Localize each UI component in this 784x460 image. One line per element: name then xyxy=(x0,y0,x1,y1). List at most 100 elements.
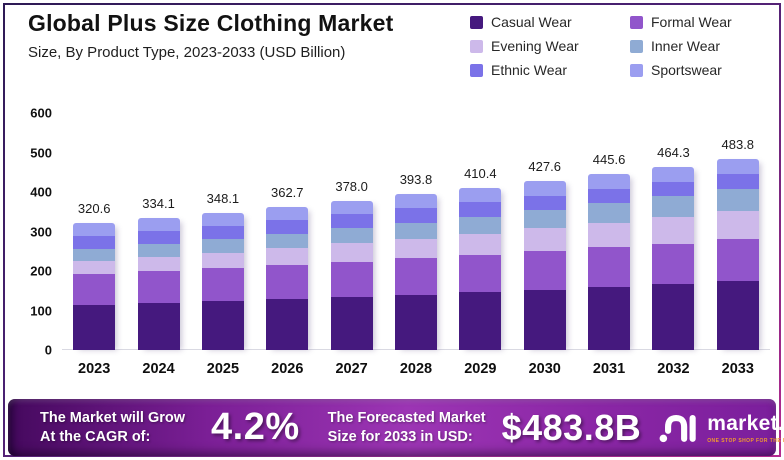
y-axis-tick-label: 600 xyxy=(30,105,52,121)
bar-segment-sportswear xyxy=(201,212,244,226)
legend-swatch-ethnic-wear xyxy=(470,63,483,77)
bar-segment-casual-wear xyxy=(523,289,566,350)
bar-segment-ethnic-wear xyxy=(523,195,566,211)
legend-item-sportswear: Sportswear xyxy=(630,62,768,78)
legend-item-evening-wear: Evening Wear xyxy=(470,38,622,54)
bar-segment-sportswear xyxy=(266,206,309,221)
title-block: Global Plus Size Clothing Market Size, B… xyxy=(28,10,394,78)
bar-segment-casual-wear xyxy=(652,284,695,350)
cagr-label-line2: At the CAGR of: xyxy=(40,428,151,445)
bar-segment-formal-wear xyxy=(201,268,244,302)
forecast-label: The Forecasted Market Size for 2033 in U… xyxy=(328,409,486,447)
bar-segment-evening-wear xyxy=(137,256,180,272)
legend: Casual Wear Formal Wear Evening Wear Inner … xyxy=(470,14,768,78)
bar-segment-formal-wear xyxy=(73,274,116,306)
bar-segment-formal-wear xyxy=(523,251,566,290)
bar-segment-inner-wear xyxy=(459,216,502,234)
bar-segment-inner-wear xyxy=(588,203,631,223)
bar-value-label: 464.3 xyxy=(657,144,690,160)
bar-value-label: 427.6 xyxy=(528,159,561,175)
bar-segment-sportswear xyxy=(137,218,180,231)
y-axis-tick-label: 100 xyxy=(30,303,52,318)
bar-segment-casual-wear xyxy=(330,296,373,350)
bar-segment-formal-wear xyxy=(394,258,437,295)
legend-swatch-sportswear xyxy=(630,63,643,77)
bar-segment-evening-wear xyxy=(266,248,309,266)
bar-2024 xyxy=(137,218,180,350)
bar-value-label: 393.8 xyxy=(399,172,433,188)
page-title: Global Plus Size Clothing Market xyxy=(28,10,394,36)
legend-item-casual-wear: Casual Wear xyxy=(470,14,622,30)
bar-2027 xyxy=(330,200,373,350)
cagr-label: The Market will Grow At the CAGR of: xyxy=(40,409,185,447)
bar-slot-2026: 362.7 xyxy=(255,113,319,350)
bar-slot-2024: 334.1 xyxy=(126,113,190,350)
bar-segment-sportswear xyxy=(716,158,759,175)
brand-text: market.us ONE STOP SHOP FOR THE REPORTS xyxy=(707,412,784,444)
bar-segment-sportswear xyxy=(330,200,373,215)
bar-2033 xyxy=(716,158,759,350)
bar-segment-inner-wear xyxy=(394,222,437,239)
bar-segment-ethnic-wear xyxy=(588,188,631,204)
bar-segment-formal-wear xyxy=(588,247,631,287)
brand-logo: market.us ONE STOP SHOP FOR THE REPORTS xyxy=(657,411,784,445)
y-axis-tick-label: 200 xyxy=(30,263,52,279)
bar-slot-2029: 410.4 xyxy=(448,113,512,350)
cagr-label-line1: The Market will Grow xyxy=(40,409,186,426)
bar-segment-ethnic-wear xyxy=(330,214,373,229)
bar-segment-formal-wear xyxy=(652,243,695,285)
legend-swatch-formal-wear xyxy=(630,15,643,29)
y-axis-tick-label: 500 xyxy=(30,145,52,160)
bar-value-label: 320.6 xyxy=(77,201,111,217)
header: Global Plus Size Clothing Market Size, B… xyxy=(28,10,768,78)
bar-slot-2032: 464.3 xyxy=(641,113,705,350)
bar-value-label: 483.8 xyxy=(721,136,755,152)
bar-segment-casual-wear xyxy=(73,305,116,350)
y-axis-tick-label: 0 xyxy=(44,342,52,358)
bar-slot-2027: 378.0 xyxy=(319,113,383,350)
bar-segment-inner-wear xyxy=(73,249,116,261)
x-axis-label-2033: 2033 xyxy=(721,361,754,377)
legend-item-ethnic-wear: Ethnic Wear xyxy=(470,62,622,78)
x-axis-label-2025: 2025 xyxy=(206,361,240,377)
bar-segment-evening-wear xyxy=(716,210,759,240)
y-axis: 0 100 200 300 400 500 600 xyxy=(14,106,52,358)
bar-segment-casual-wear xyxy=(394,294,437,350)
bar-2025 xyxy=(201,212,244,350)
legend-swatch-inner-wear xyxy=(630,39,643,53)
y-axis-tick-label: 300 xyxy=(30,224,52,239)
legend-label: Ethnic Wear xyxy=(491,62,567,78)
bar-segment-inner-wear xyxy=(266,233,309,249)
legend-item-formal-wear: Formal Wear xyxy=(630,14,768,30)
bar-slot-2031: 445.6 xyxy=(577,113,641,350)
bar-segment-sportswear xyxy=(459,187,502,203)
bar-slot-2023: 320.6 xyxy=(62,113,126,350)
bar-value-label: 378.0 xyxy=(335,178,368,194)
bar-segment-ethnic-wear xyxy=(652,181,695,197)
bar-slot-2028: 393.8 xyxy=(384,113,448,350)
bar-segment-evening-wear xyxy=(459,233,502,255)
forecast-value: $483.8B xyxy=(501,406,642,448)
x-axis-label-2026: 2026 xyxy=(271,361,304,377)
bar-slot-2025: 348.1 xyxy=(191,113,255,350)
x-axis-label-2028: 2028 xyxy=(399,361,433,377)
bar-value-label: 362.7 xyxy=(270,184,304,200)
bar-2023 xyxy=(73,223,116,350)
bar-segment-casual-wear xyxy=(266,299,309,350)
footer-banner: The Market will Grow At the CAGR of: 4.2… xyxy=(8,399,784,456)
bar-segment-ethnic-wear xyxy=(201,225,244,240)
bar-segment-formal-wear xyxy=(266,265,309,300)
bar-segment-evening-wear xyxy=(330,243,373,262)
legend-label: Sportswear xyxy=(651,62,722,78)
legend-label: Formal Wear xyxy=(651,14,732,30)
bar-segment-evening-wear xyxy=(394,238,437,259)
bar-2031 xyxy=(588,174,631,350)
market-us-logo-icon xyxy=(659,414,696,442)
bar-segment-sportswear xyxy=(394,194,437,209)
bar-value-label: 445.6 xyxy=(592,152,626,167)
x-axis-label-2032: 2032 xyxy=(657,361,690,377)
bar-segment-inner-wear xyxy=(201,239,244,253)
bar-segment-casual-wear xyxy=(201,301,244,350)
x-axis-label-2029: 2029 xyxy=(464,361,497,377)
cagr-value: 4.2% xyxy=(211,406,300,448)
